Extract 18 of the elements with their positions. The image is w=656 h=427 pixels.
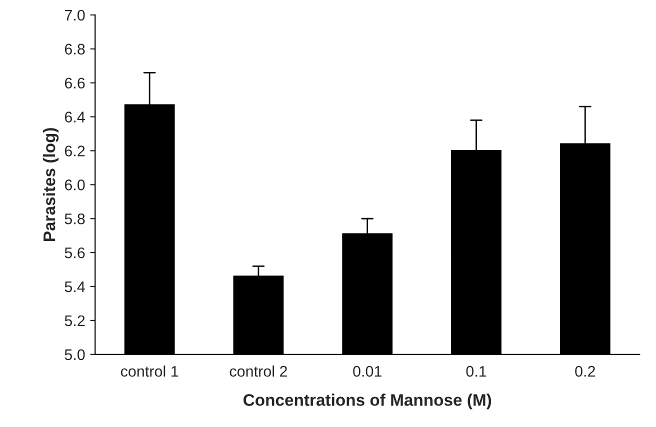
y-tick-label: 7.0 [64,10,85,21]
y-tick-label: 6.8 [64,44,85,55]
x-tick-label: control 2 [230,366,287,377]
y-tick-label: 6.2 [64,146,85,156]
x-tick-label: 0.2 [575,366,596,377]
y-tick-label: 5.6 [64,247,85,258]
y-tick-label: 6.4 [64,112,85,122]
y-tick-label: 5.8 [64,213,85,224]
y-tick-label: 5.4 [64,282,85,292]
y-tick-label: 5.0 [64,349,85,360]
y-tick-label: 5.2 [64,315,85,326]
y-tick-label: 6.6 [64,78,85,89]
x-tick-label: control 1 [120,366,178,377]
x-axis-title: Concentrations of Mannose (M) [244,394,492,410]
x-tick-label: 0.1 [466,366,486,377]
y-axis-title: Parasites (log) [42,128,59,241]
y-tick-label: 6.0 [64,180,85,190]
x-tick-label: 0.01 [353,366,382,377]
